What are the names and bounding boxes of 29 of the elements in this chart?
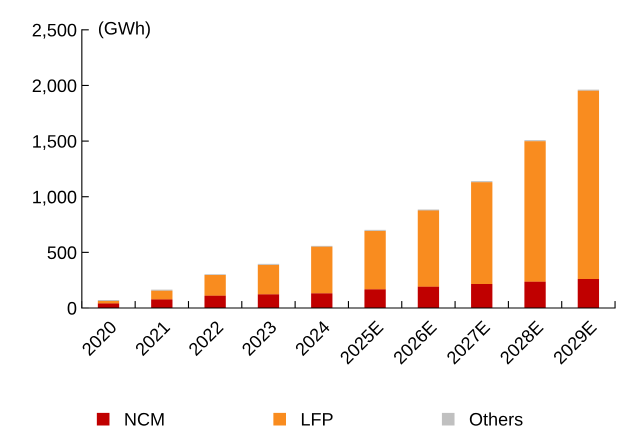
bar bbox=[311, 293, 332, 308]
y-tick-label: 500 bbox=[48, 246, 76, 260]
y-tick-label: 0 bbox=[68, 302, 76, 315]
legend-label: Others bbox=[470, 412, 523, 426]
bar bbox=[524, 282, 546, 308]
bar bbox=[151, 299, 172, 308]
y-tick-label: 1,500 bbox=[33, 135, 76, 150]
bar bbox=[204, 296, 226, 308]
y-axis-title: (GWh) bbox=[98, 21, 150, 38]
bar bbox=[258, 264, 280, 294]
bar bbox=[98, 300, 120, 304]
bar bbox=[204, 274, 226, 296]
y-tick-label: 2,000 bbox=[32, 79, 76, 94]
y-tick-label: 2,500 bbox=[32, 24, 76, 39]
bar bbox=[418, 286, 440, 308]
bar bbox=[151, 290, 172, 300]
y-tick-label: 1,000 bbox=[33, 190, 76, 206]
legend-label: LFP bbox=[302, 413, 333, 426]
bar bbox=[311, 246, 332, 294]
bar bbox=[258, 294, 280, 308]
bar bbox=[364, 289, 386, 308]
bar bbox=[578, 278, 600, 308]
bar bbox=[418, 210, 440, 287]
bar bbox=[471, 182, 492, 284]
bar bbox=[364, 230, 386, 290]
bar bbox=[578, 90, 600, 279]
bar bbox=[524, 141, 546, 282]
legend-label: NCM bbox=[125, 412, 164, 426]
bar bbox=[471, 284, 492, 308]
